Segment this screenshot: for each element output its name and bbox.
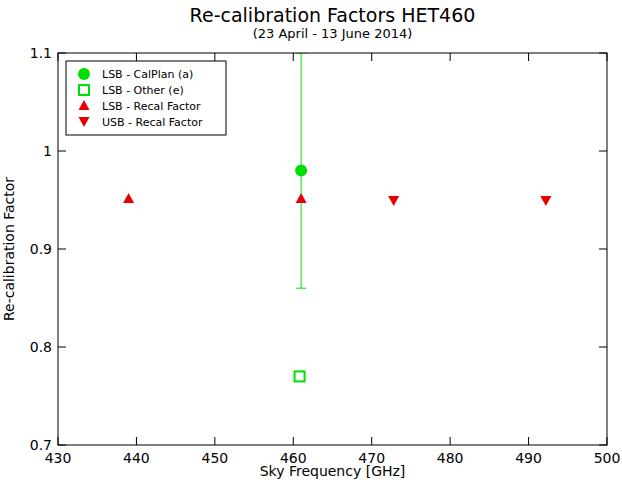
x-tick — [293, 437, 294, 445]
legend-label: LSB - Other (e) — [102, 84, 184, 97]
legend-label: USB - Recal Factor — [102, 116, 203, 129]
x-tick-label: 480 — [437, 450, 464, 466]
legend-marker — [79, 117, 90, 127]
y-tick — [58, 347, 66, 348]
x-tick — [214, 437, 215, 445]
x-tick — [528, 53, 529, 61]
x-tick-label: 500 — [594, 450, 621, 466]
legend-marker — [78, 68, 90, 80]
y-tick — [58, 151, 66, 152]
subtitle: (23 April - 13 June 2014) — [253, 26, 413, 41]
legend-box — [66, 61, 226, 135]
x-tick-label: 470 — [358, 450, 385, 466]
point — [540, 196, 551, 206]
frame — [58, 53, 607, 445]
y-tick — [599, 249, 607, 250]
point — [295, 165, 307, 177]
title: Re-calibration Factors HET460 — [190, 4, 476, 26]
y-tick — [599, 151, 607, 152]
y-tick-label: 0.9 — [30, 241, 52, 257]
x-tick — [214, 53, 215, 61]
y-tick-label: 0.8 — [30, 339, 52, 355]
y-tick-label: 0.7 — [30, 437, 52, 453]
legend: LSB - CalPlan (a) LSB - Other (e) LSB - Re… — [66, 61, 226, 135]
legend-marker — [79, 85, 89, 95]
point — [296, 193, 307, 203]
x-tick — [136, 53, 137, 61]
x-tick-label: 460 — [280, 450, 307, 466]
point — [295, 371, 305, 381]
point — [388, 196, 399, 206]
point — [123, 193, 134, 203]
x-tick — [450, 437, 451, 445]
x-tick — [136, 437, 137, 445]
y-tick — [58, 249, 66, 250]
x-tick-label: 450 — [201, 450, 228, 466]
x-tick — [450, 53, 451, 61]
legend-marker — [79, 100, 90, 110]
y-tick-label: 1 — [43, 143, 52, 159]
y-label: Re-calibration Factor — [1, 177, 17, 321]
x-tick-label: 440 — [123, 450, 150, 466]
x-tick — [371, 437, 372, 445]
x-tick-label: 490 — [515, 450, 542, 466]
legend-label: LSB - CalPlan (a) — [102, 68, 193, 81]
chart: Re-calibration Factors HET460(23 April -… — [0, 0, 622, 485]
x-tick — [293, 53, 294, 61]
x-tick — [371, 53, 372, 61]
y-tick — [599, 347, 607, 348]
error-bar — [296, 53, 306, 288]
x-tick — [528, 437, 529, 445]
legend-label: LSB - Recal Factor — [102, 100, 201, 113]
y-tick-label: 1.1 — [30, 45, 52, 61]
